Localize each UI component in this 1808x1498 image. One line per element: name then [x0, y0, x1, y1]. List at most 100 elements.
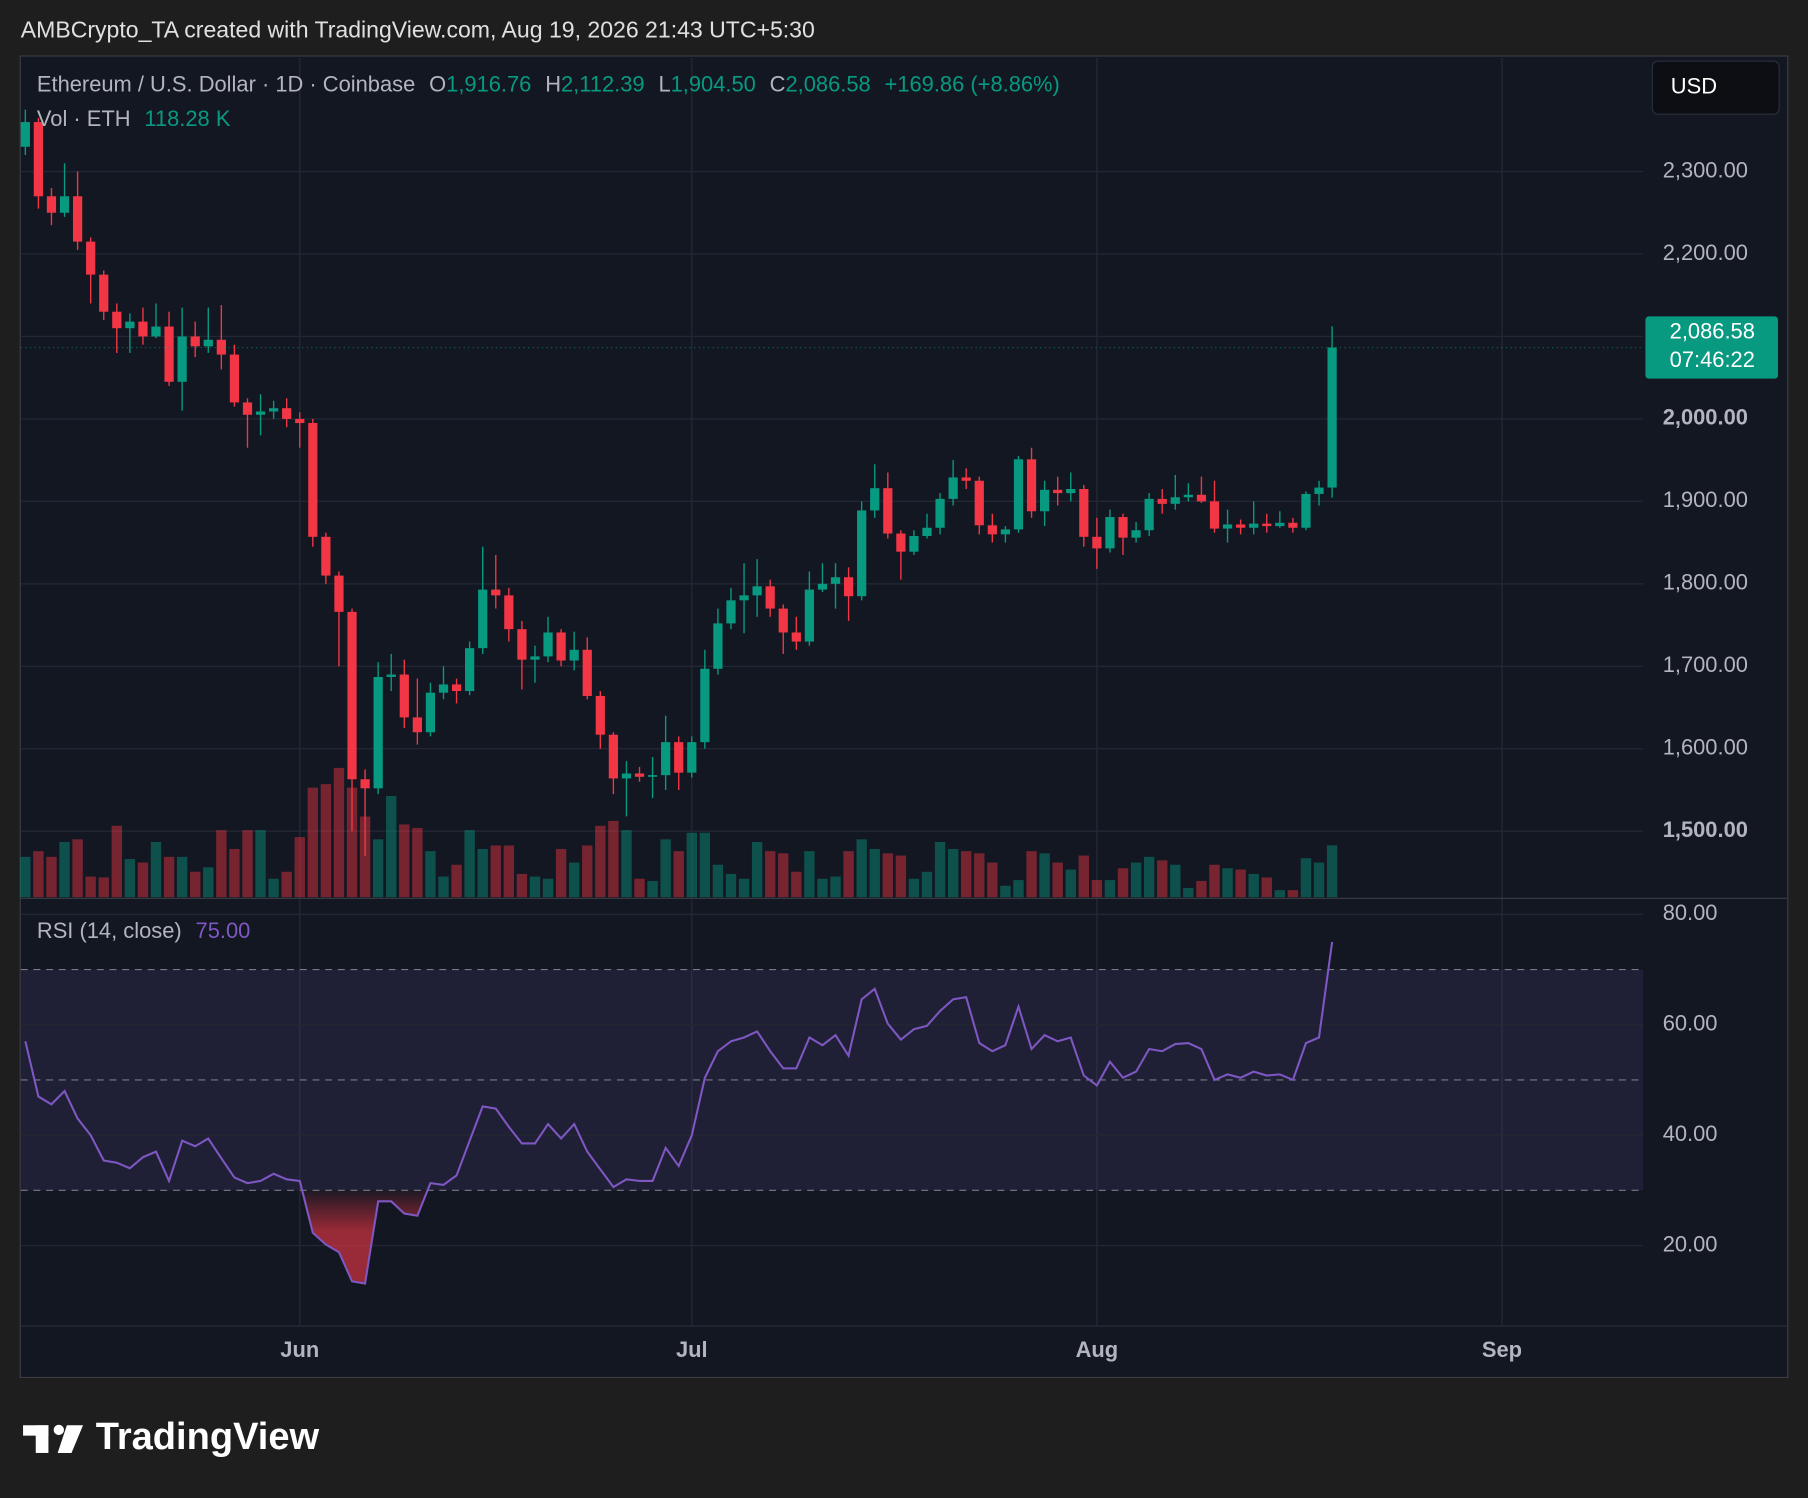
- volume-bar: [1222, 868, 1233, 898]
- volume-bar: [1261, 877, 1272, 898]
- volume-bar: [1104, 880, 1116, 898]
- volume-bar: [673, 851, 684, 898]
- candle-body: [72, 196, 83, 242]
- logo-shape: [53, 1424, 64, 1436]
- candle-body: [203, 339, 213, 347]
- candle-body: [883, 488, 893, 534]
- logo-shape: [35, 1425, 49, 1453]
- candle-body: [517, 629, 527, 660]
- volume-bar: [817, 878, 828, 898]
- volume-bar: [725, 873, 737, 898]
- volume-bar: [333, 767, 345, 898]
- volume-bar: [1130, 862, 1142, 898]
- candle-body: [242, 402, 253, 415]
- volume-bar: [372, 839, 384, 898]
- candle-body: [1118, 517, 1128, 538]
- volume-bar: [85, 876, 96, 898]
- volume-bar: [634, 878, 645, 898]
- currency-label[interactable]: USD: [1671, 74, 1717, 99]
- volume-bar: [516, 873, 528, 898]
- volume-bar: [1287, 890, 1299, 898]
- candle-body: [922, 527, 932, 536]
- logo-shape: [23, 1425, 49, 1436]
- volume-bar: [947, 848, 959, 898]
- volume-bar: [438, 876, 449, 898]
- candle-body: [425, 692, 436, 733]
- volume-bar: [764, 851, 776, 898]
- candle-body: [255, 411, 266, 415]
- change: +169.86 (+8.86%): [885, 71, 1060, 96]
- rsi-value: 75.00: [196, 918, 251, 943]
- candle-body: [569, 649, 579, 661]
- candle-body: [1066, 488, 1076, 494]
- volume-bar: [1209, 864, 1220, 898]
- candle-body: [86, 241, 96, 275]
- candle-body: [804, 589, 815, 642]
- volume-bar: [1300, 858, 1312, 898]
- volume-bar: [98, 877, 109, 898]
- volume-bar: [961, 851, 972, 898]
- volume-bar: [934, 841, 946, 898]
- candle-body: [438, 684, 449, 693]
- volume-bar: [59, 841, 70, 898]
- candle-body: [1183, 494, 1193, 498]
- candle-body: [412, 717, 422, 733]
- volume-bar: [451, 864, 462, 898]
- last-price-label: 2,086.58: [1670, 318, 1755, 343]
- candle-body: [308, 423, 318, 537]
- candle-body: [674, 742, 684, 773]
- ohlc-value: 2,112.39: [561, 71, 645, 96]
- candle-body: [817, 583, 828, 590]
- volume-bar: [46, 856, 57, 898]
- candle-body: [700, 668, 710, 743]
- candle-body: [1157, 498, 1167, 504]
- candle-body: [1249, 523, 1259, 528]
- candle-body: [830, 577, 841, 584]
- candle-body: [216, 339, 226, 355]
- currency-button[interactable]: [1651, 60, 1780, 115]
- candle-body: [543, 632, 553, 657]
- last-price-tag: [1645, 316, 1779, 379]
- candle-body: [1275, 522, 1285, 527]
- candle-body: [974, 480, 984, 526]
- volume-bar: [294, 837, 305, 898]
- candle-body: [778, 608, 788, 633]
- candle-body: [647, 775, 658, 777]
- volume-bar: [869, 848, 880, 898]
- candle-body: [582, 649, 592, 696]
- candle-body: [504, 595, 514, 630]
- rsi-tick-label: 40.00: [1663, 1121, 1718, 1146]
- candle-body: [33, 122, 44, 197]
- plot-layer: Jun Jul Aug Sep 1,500.00 1,600.00 1,700.00 1,80…: [20, 57, 1788, 1362]
- volume-bar: [647, 880, 658, 898]
- candle-body: [961, 477, 971, 481]
- candle-body: [595, 695, 605, 735]
- candle-body: [765, 586, 775, 609]
- volume-bar: [751, 841, 763, 898]
- volume-bar: [595, 825, 606, 898]
- rsi-tick-label: 80.00: [1663, 900, 1718, 925]
- volume-bar: [477, 848, 488, 898]
- volume-bar: [412, 827, 423, 898]
- candle-body: [1131, 530, 1141, 538]
- volume-bar: [778, 853, 789, 898]
- candle-body: [1013, 459, 1024, 530]
- volume-bar: [255, 830, 266, 898]
- candle-body: [752, 586, 762, 596]
- ohlc-key: H: [545, 71, 561, 96]
- candle-body: [1314, 487, 1324, 494]
- ohlc-key: O: [429, 71, 446, 96]
- candle-body: [556, 632, 566, 661]
- candle-body: [1301, 493, 1311, 528]
- volume-bar: [987, 862, 998, 898]
- volume-bar: [137, 862, 149, 898]
- y-tick-label: 2,300.00: [1663, 157, 1748, 182]
- candle-body: [791, 632, 801, 642]
- x-tick-label: Jun: [280, 1337, 319, 1362]
- candle-body: [870, 488, 880, 511]
- volume-bar: [111, 825, 122, 898]
- volume-bar: [1313, 862, 1325, 898]
- volume-bar: [974, 853, 985, 898]
- candle-body: [1209, 501, 1220, 529]
